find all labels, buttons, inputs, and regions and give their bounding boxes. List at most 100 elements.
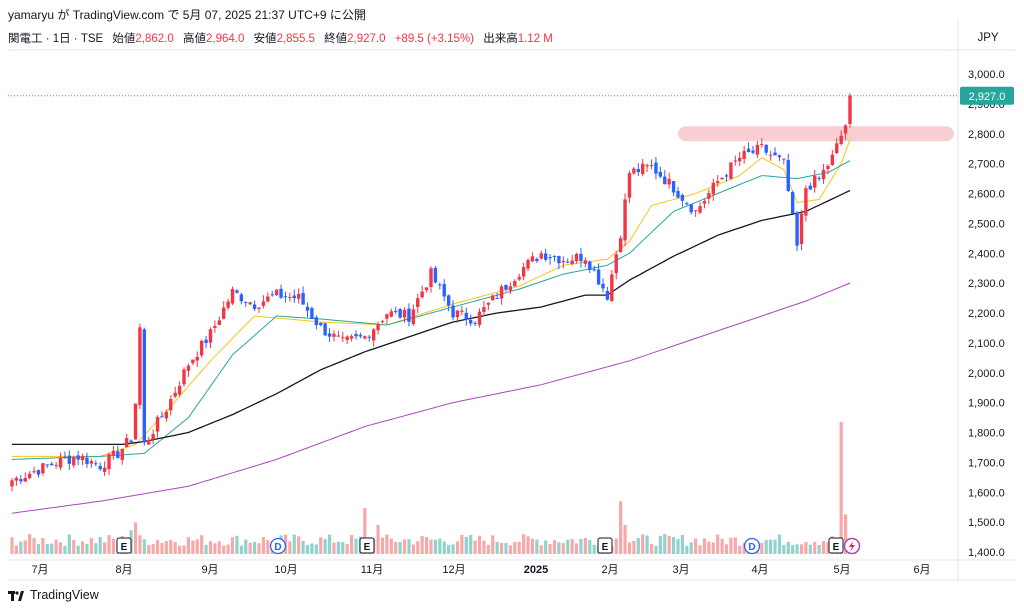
currency-selector[interactable]: JPY xyxy=(962,26,1014,50)
candle-body xyxy=(826,165,830,170)
candle-body xyxy=(438,284,442,286)
candle-body xyxy=(658,171,663,177)
candle-body xyxy=(588,261,592,270)
candle-body xyxy=(138,327,142,406)
candle-body xyxy=(310,308,314,319)
candle-body xyxy=(394,310,398,312)
earnings-marker-icon[interactable] xyxy=(828,537,844,554)
volume-bar xyxy=(235,535,239,554)
lightning-icon xyxy=(849,541,855,552)
candle-body xyxy=(455,310,460,318)
candle-body xyxy=(460,310,464,312)
candle-body xyxy=(530,256,535,262)
y-tick-label: 1,800.0 xyxy=(968,428,1005,440)
volume-bar xyxy=(200,535,204,554)
volume-bar xyxy=(795,544,799,554)
candle-body xyxy=(367,336,371,338)
volume-bar xyxy=(319,537,323,554)
dividend-marker-icon[interactable] xyxy=(743,537,761,555)
candle-body xyxy=(288,296,292,298)
candle-body xyxy=(349,336,354,339)
candle-body xyxy=(557,256,561,264)
volume-bar xyxy=(36,544,41,554)
volume-bar xyxy=(451,544,455,554)
author-name[interactable]: yamaryu xyxy=(8,8,55,22)
candle-body xyxy=(191,359,195,364)
volume-bar xyxy=(649,543,654,554)
resistance-zone[interactable] xyxy=(678,126,954,142)
candle-body xyxy=(332,333,336,337)
candle-body xyxy=(116,451,120,458)
candle-body xyxy=(513,280,517,287)
candle-body xyxy=(632,168,636,174)
volume-bar xyxy=(169,539,173,554)
candle-body xyxy=(411,309,416,325)
candle-body xyxy=(742,151,746,159)
volume-bar xyxy=(522,534,526,554)
candle-body xyxy=(213,325,217,328)
candle-body xyxy=(252,304,257,309)
volume-bar xyxy=(363,507,367,554)
volume-bar xyxy=(72,539,76,554)
tradingview-brand[interactable]: TradingView xyxy=(8,588,99,602)
volume-bar xyxy=(111,538,116,554)
x-tick-label: 9月 xyxy=(201,564,218,576)
candle-body xyxy=(574,253,579,262)
candle-body xyxy=(204,339,208,344)
volume-bar xyxy=(544,540,548,554)
candle-body xyxy=(755,144,760,155)
dividend-marker-icon[interactable] xyxy=(269,537,287,555)
candle-body xyxy=(636,168,640,173)
candle-body xyxy=(151,434,155,440)
volume-bar xyxy=(252,541,257,554)
volume-bar xyxy=(464,536,468,554)
volume-bar xyxy=(310,543,314,554)
candle-body xyxy=(182,369,186,385)
candle-body xyxy=(32,471,36,473)
volume-bar xyxy=(530,538,535,554)
candle-body xyxy=(601,283,605,289)
volume-bar xyxy=(513,541,517,554)
candle-body xyxy=(67,455,72,464)
earnings-marker-icon[interactable] xyxy=(116,537,132,554)
event-marker-label: E xyxy=(121,542,128,553)
volume-bar xyxy=(248,542,252,554)
volume-bar xyxy=(257,543,261,554)
volume-bar xyxy=(539,545,543,554)
volume-bar xyxy=(354,538,358,554)
volume-bar xyxy=(491,535,495,554)
candle-body xyxy=(420,291,424,298)
x-tick-label: 4月 xyxy=(751,564,768,576)
symbol-label[interactable]: 関電工 · 1日 · TSE xyxy=(8,33,104,45)
volume-bar xyxy=(839,422,843,554)
volume-bar xyxy=(623,524,627,554)
candle-body xyxy=(36,470,41,475)
candle-body xyxy=(451,305,455,318)
candle-body xyxy=(177,385,182,395)
volume-bar xyxy=(698,545,702,554)
earnings-marker-icon[interactable] xyxy=(597,537,613,554)
close-label: 終値 xyxy=(324,33,348,45)
tradingview-logo-icon xyxy=(8,590,24,601)
candle-body xyxy=(147,439,151,445)
low-label: 安値 xyxy=(253,33,277,45)
candle-body xyxy=(504,284,508,290)
candle-body xyxy=(499,286,504,299)
candle-body xyxy=(129,440,133,443)
volume-bar xyxy=(729,537,733,554)
candle-body xyxy=(389,311,394,317)
volume-bar xyxy=(817,544,821,554)
volume-bar xyxy=(482,540,486,554)
y-tick-label: 1,900.0 xyxy=(968,398,1005,410)
candle-body xyxy=(817,177,821,179)
open-value: 2,862.0 xyxy=(135,33,174,45)
volume-bar xyxy=(843,514,848,554)
x-tick-label: 2025 xyxy=(524,564,548,576)
candle-body xyxy=(790,192,795,214)
volume-bar xyxy=(579,538,583,554)
candle-body xyxy=(605,291,610,300)
volume-bar xyxy=(151,544,155,554)
candle-body xyxy=(508,286,513,291)
earnings-marker-icon[interactable] xyxy=(359,537,375,554)
